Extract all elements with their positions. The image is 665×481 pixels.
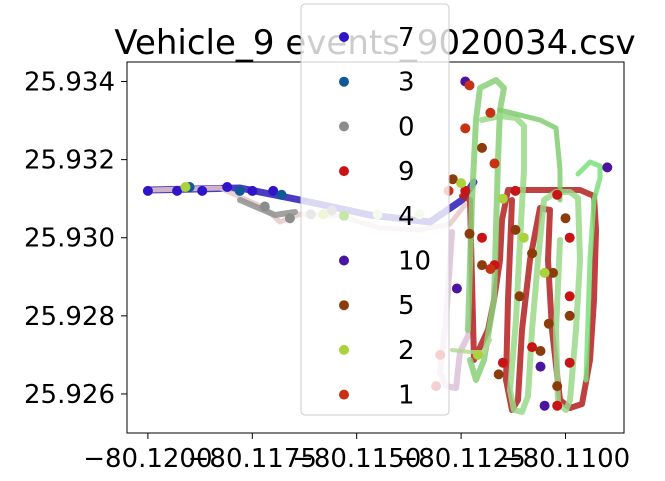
legend-label: 2 — [398, 336, 415, 366]
event-point — [518, 232, 529, 243]
event-point — [464, 228, 475, 239]
legend-marker — [339, 166, 349, 177]
event-point — [564, 291, 575, 302]
y-tick-label: 25.928 — [24, 302, 115, 332]
route-stroke-6 — [479, 113, 583, 415]
event-point — [276, 189, 287, 200]
marks-layer — [142, 76, 613, 411]
legend-box — [300, 3, 450, 416]
event-point — [477, 260, 487, 271]
event-point — [535, 346, 546, 356]
event-point — [548, 267, 558, 278]
event-point — [259, 201, 270, 212]
event-point — [514, 291, 525, 302]
x-tick-label: −80.1125 — [396, 444, 525, 474]
event-point — [535, 361, 546, 372]
event-point — [510, 224, 521, 235]
legend-label: 7 — [398, 23, 415, 53]
y-tick-label: 25.934 — [24, 68, 115, 98]
event-point — [539, 400, 550, 411]
y-tick-label: 25.932 — [24, 146, 115, 176]
legend-marker — [339, 210, 349, 221]
event-point — [485, 264, 496, 274]
event-point — [552, 381, 563, 392]
route-stroke-7 — [497, 107, 563, 203]
legend-marker — [339, 344, 349, 355]
event-point — [477, 142, 487, 153]
event-point — [489, 158, 500, 169]
event-point — [493, 369, 504, 380]
route-stroke-8 — [575, 159, 603, 383]
y-axis: 25.926 25.928 25.930 25.932 25.934 — [24, 68, 127, 410]
legend-label: 3 — [398, 68, 415, 98]
event-point — [460, 185, 471, 196]
legend-marker — [339, 121, 349, 132]
legend-marker — [339, 255, 349, 266]
event-point — [602, 162, 613, 173]
event-point — [539, 267, 550, 278]
event-point — [142, 185, 153, 196]
event-point — [451, 283, 462, 294]
event-point — [472, 349, 483, 360]
event-point — [447, 174, 458, 185]
x-axis: −80.1200−80.1175−80.1150−80.1125−80.1100 — [83, 433, 630, 474]
legend-label: 4 — [398, 202, 415, 232]
event-point — [477, 232, 487, 243]
event-point — [456, 178, 467, 189]
legend-label: 0 — [398, 112, 415, 142]
legend-marker — [339, 76, 349, 87]
event-point — [552, 400, 563, 411]
event-point — [460, 123, 471, 134]
event-point — [172, 185, 183, 196]
event-point — [552, 189, 563, 200]
event-point — [564, 357, 575, 368]
event-point — [464, 80, 475, 91]
event-point — [180, 182, 191, 192]
event-point — [197, 185, 208, 196]
event-point — [497, 193, 508, 204]
legend-marker — [339, 389, 349, 400]
legend-label: 9 — [398, 157, 415, 187]
event-point — [222, 182, 233, 192]
legend-label: 5 — [398, 291, 415, 321]
event-point — [527, 248, 538, 259]
event-point — [527, 342, 538, 353]
legend-label: 10 — [398, 247, 431, 277]
event-point — [543, 318, 554, 329]
event-point — [284, 213, 295, 224]
x-tick-label: −80.1100 — [501, 444, 630, 474]
legend-label: 1 — [398, 381, 415, 411]
x-tick-label: −80.1200 — [83, 444, 212, 474]
event-point — [485, 107, 496, 118]
event-point — [564, 232, 575, 243]
event-point — [268, 185, 279, 196]
event-point — [510, 185, 521, 196]
event-point — [247, 185, 258, 196]
legend-marker — [339, 32, 349, 42]
y-tick-label: 25.926 — [24, 380, 115, 410]
event-point — [497, 357, 508, 368]
legend: 7 3 0 9 4 10 5 2 1 — [300, 3, 450, 416]
event-point — [234, 185, 245, 196]
legend-marker — [339, 300, 349, 311]
event-point — [560, 213, 571, 224]
x-tick-label: −80.1175 — [188, 444, 317, 474]
event-point — [564, 310, 575, 321]
y-tick-label: 25.930 — [24, 224, 115, 254]
x-tick-label: −80.1150 — [292, 444, 421, 474]
route-stroke-2 — [237, 197, 298, 218]
